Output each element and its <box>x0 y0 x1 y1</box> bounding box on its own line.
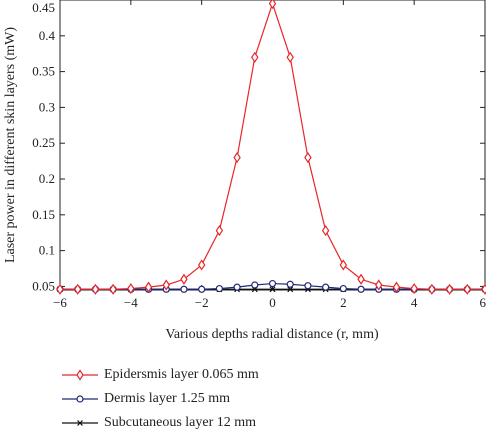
x-axis-label: Various depths radial distance (r, mm) <box>165 327 379 342</box>
series-layer <box>57 0 486 294</box>
x-tick-label: 0 <box>269 295 276 310</box>
legend-item-subcutaneous: Subcutaneous layer 12 mm <box>62 411 362 435</box>
data-point-diamond <box>75 285 81 294</box>
legend-swatch-circle-icon <box>62 392 98 406</box>
data-point-diamond <box>464 285 470 294</box>
data-point-circle <box>323 284 329 290</box>
x-tick-label: 6 <box>480 295 486 310</box>
y-tick-label: 0.35 <box>32 64 55 79</box>
data-point-circle <box>234 284 240 290</box>
y-tick-label: 0.25 <box>32 135 55 150</box>
data-point-circle <box>358 286 364 292</box>
data-point-circle <box>287 281 293 287</box>
data-point-circle <box>270 281 276 287</box>
data-point-circle <box>199 286 205 292</box>
data-point-diamond <box>447 285 453 294</box>
data-point-circle <box>340 286 346 292</box>
data-point-circle <box>181 286 187 292</box>
y-tick-label: 0.4 <box>39 28 56 43</box>
axis-ticks: −6 −4 −2 0 2 4 6 0.05 0.1 0.15 0.2 0.25 0.3 0.35 0.4 0.… <box>32 0 486 310</box>
y-tick-label: 0.3 <box>39 99 55 114</box>
x-tick-label: 2 <box>340 295 347 310</box>
data-point-diamond <box>110 285 116 294</box>
data-point-diamond <box>358 275 364 284</box>
x-tick-label: −2 <box>195 295 209 310</box>
y-tick-label: 0.15 <box>32 207 55 222</box>
plot-area-frame <box>60 0 485 290</box>
legend-swatch-x-icon <box>62 416 98 430</box>
data-point-diamond <box>429 285 435 294</box>
x-tick-label: −6 <box>53 295 67 310</box>
data-point-diamond <box>92 285 98 294</box>
y-tick-label: 0.45 <box>32 0 55 15</box>
data-point-circle <box>216 286 222 292</box>
data-point-diamond <box>270 0 276 8</box>
y-tick-label: 0.05 <box>32 278 55 293</box>
line-chart: −6 −4 −2 0 2 4 6 0.05 0.1 0.15 0.2 0.25 0.3 0.35 0.4 0.… <box>0 0 486 345</box>
y-axis-label: Laser power in different skin layers (mW… <box>3 27 18 263</box>
legend-item-epidermis: Epidersmis layer 0.065 mm <box>62 363 362 387</box>
x-tick-label: 4 <box>411 295 418 310</box>
y-tick-label: 0.2 <box>39 171 55 186</box>
data-point-diamond <box>305 153 311 162</box>
series-line <box>60 4 485 290</box>
series-0 <box>57 0 486 294</box>
data-point-diamond <box>287 53 293 62</box>
legend-label-epidermis: Epidersmis layer 0.065 mm <box>104 367 259 383</box>
legend-item-dermis: Dermis layer 1.25 mm <box>62 387 362 411</box>
data-point-circle <box>252 282 258 288</box>
data-point-diamond <box>252 53 258 62</box>
data-point-diamond <box>181 275 187 284</box>
legend-label-dermis: Dermis layer 1.25 mm <box>104 391 230 407</box>
legend: Epidersmis layer 0.065 mm Dermis layer 1… <box>62 363 362 435</box>
legend-swatch-diamond-icon <box>62 368 98 382</box>
y-tick-label: 0.1 <box>39 243 55 258</box>
x-tick-label: −4 <box>124 295 138 310</box>
data-point-circle <box>305 283 311 289</box>
data-point-diamond <box>234 153 240 162</box>
